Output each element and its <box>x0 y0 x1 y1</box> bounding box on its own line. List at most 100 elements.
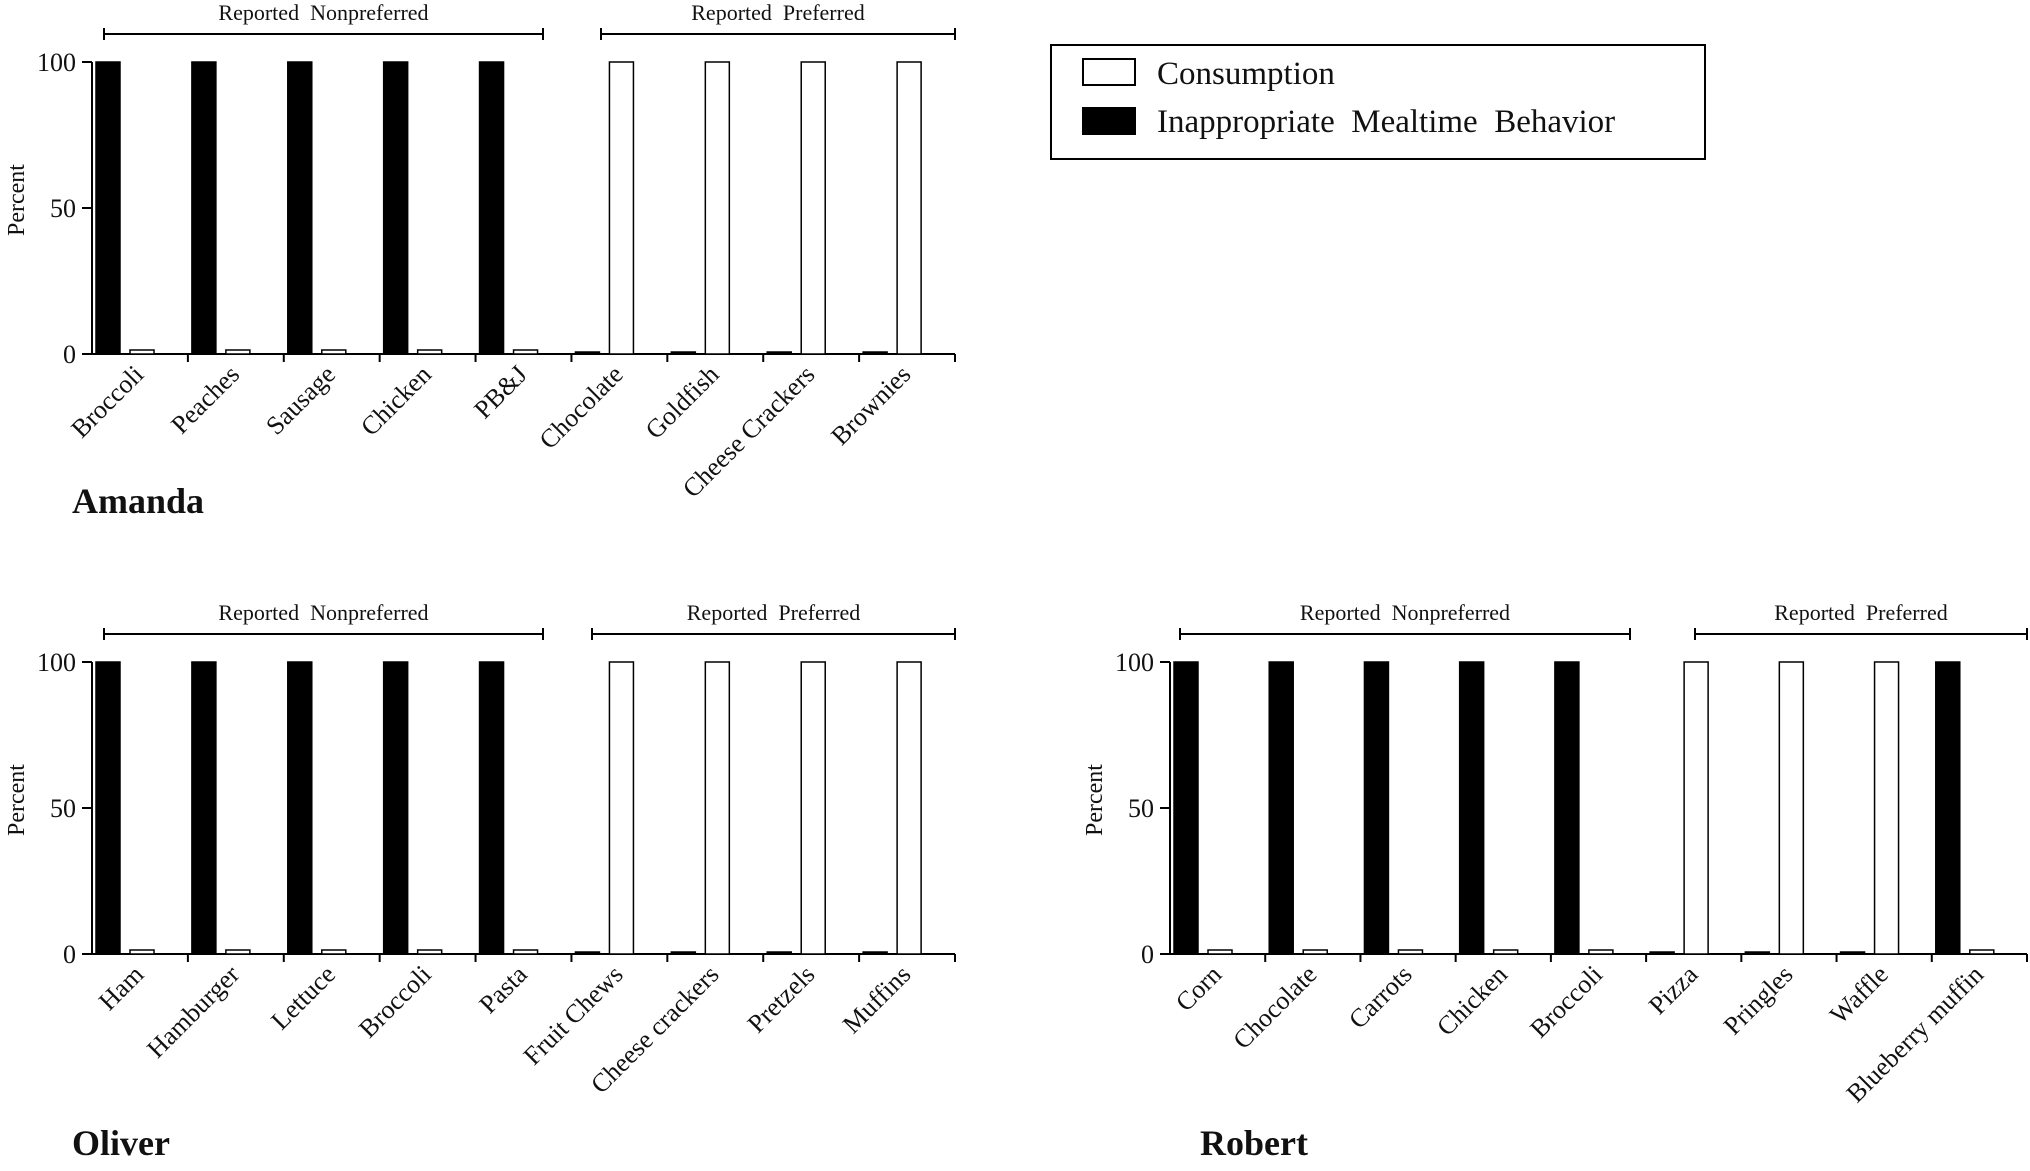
bar-consumption-pasta <box>512 949 539 955</box>
bar-imb-broccoli <box>95 61 121 355</box>
group-label: Reported Nonpreferred <box>218 0 428 25</box>
category-label: Hamburger <box>141 960 245 1064</box>
bar-consumption-chicken <box>416 349 443 355</box>
bar-imb-corn <box>1173 661 1199 955</box>
category-label: PB&J <box>468 360 532 424</box>
bar-imb-pretzels <box>766 951 792 955</box>
bar-imb-carrots <box>1363 661 1390 955</box>
bar-consumption-pb-j <box>512 349 539 355</box>
bar-imb-fruit-chews <box>574 951 601 955</box>
bar-imb-hamburger <box>191 661 217 955</box>
y-axis-label: Percent <box>1082 764 1108 836</box>
bar-imb-peaches <box>191 61 217 355</box>
y-tick-label: 100 <box>37 48 76 77</box>
legend-label-imb: Inappropriate Mealtime Behavior <box>1157 104 1615 140</box>
category-label: Goldfish <box>640 360 725 445</box>
bar-consumption-waffle <box>1873 661 1900 955</box>
y-axis-label: Percent <box>4 164 30 236</box>
y-tick-label: 100 <box>37 648 76 677</box>
bar-consumption-pringles <box>1778 661 1805 955</box>
bar-consumption-corn <box>1207 949 1233 955</box>
category-label: Sausage <box>260 360 341 441</box>
category-label: Pizza <box>1643 959 1704 1020</box>
bar-imb-blueberry-muffin <box>1935 661 1961 955</box>
bar-consumption-chicken <box>1492 949 1519 955</box>
category-label: Waffle <box>1824 960 1894 1030</box>
y-axis-label: Percent <box>4 764 30 836</box>
panel-name: Robert <box>1200 1123 1308 1163</box>
bar-imb-broccoli <box>382 661 409 955</box>
bar-imb-chocolate <box>574 351 601 355</box>
bar-imb-muffins <box>862 951 888 955</box>
bar-imb-ham <box>95 661 121 955</box>
chart-robert: 0 50 100 Percent Corn Chocolate Carrots Chicken… <box>1082 600 2028 1163</box>
bar-consumption-cheese-crackers <box>800 61 826 355</box>
category-label: Carrots <box>1343 960 1418 1035</box>
group-label: Reported Nonpreferred <box>218 600 428 625</box>
y-tick-label: 0 <box>63 940 76 969</box>
bar-consumption-broccoli <box>1588 949 1614 955</box>
bar-imb-sausage <box>287 61 313 355</box>
bar-consumption-muffins <box>896 661 922 955</box>
chart-amanda: 0 50 100 Percent Broccoli Peaches Sausage Chick… <box>4 0 956 521</box>
legend-swatch-imb <box>1082 107 1136 135</box>
group-label: Reported Preferred <box>691 0 864 25</box>
category-label: Pringles <box>1718 960 1799 1041</box>
bar-consumption-goldfish <box>704 61 731 355</box>
panel-name: Amanda <box>72 481 204 521</box>
category-label: Chocolate <box>1227 960 1322 1055</box>
bar-consumption-broccoli <box>129 349 155 355</box>
bar-consumption-brownies <box>896 61 922 355</box>
category-label: Ham <box>93 960 149 1016</box>
y-tick-label: 100 <box>1115 648 1154 677</box>
bar-consumption-sausage <box>321 349 347 355</box>
y-tick-label: 50 <box>1128 794 1154 823</box>
y-tick-label: 0 <box>1141 940 1154 969</box>
bar-consumption-fruit-chews <box>608 661 635 955</box>
bar-consumption-chocolate <box>1302 949 1328 955</box>
category-label: Brownies <box>825 360 916 451</box>
y-tick-label: 50 <box>50 194 76 223</box>
bar-imb-lettuce <box>287 661 313 955</box>
legend: Consumption Inappropriate Mealtime Behav… <box>1050 44 1706 160</box>
bar-consumption-hamburger <box>225 949 251 955</box>
bar-imb-pasta <box>478 661 505 955</box>
bar-imb-chicken <box>382 61 409 355</box>
bar-consumption-peaches <box>225 349 251 355</box>
bar-imb-broccoli <box>1554 661 1580 955</box>
group-label: Reported Preferred <box>687 600 860 625</box>
category-label: Pretzels <box>742 960 821 1039</box>
bar-imb-brownies <box>862 351 888 355</box>
category-label: Muffins <box>837 960 916 1039</box>
bar-consumption-lettuce <box>321 949 347 955</box>
legend-label-consumption: Consumption <box>1157 56 1335 92</box>
bar-consumption-ham <box>129 949 155 955</box>
category-label: Lettuce <box>265 960 341 1036</box>
bar-imb-goldfish <box>670 351 697 355</box>
bar-consumption-carrots <box>1397 949 1424 955</box>
legend-frame <box>1050 44 1706 160</box>
bar-imb-pringles <box>1744 951 1771 955</box>
bar-consumption-broccoli <box>416 949 443 955</box>
category-label: Peaches <box>165 360 245 440</box>
bar-consumption-pretzels <box>800 661 826 955</box>
bar-consumption-pizza <box>1683 661 1709 955</box>
bar-imb-pb-j <box>478 61 505 355</box>
bar-imb-pizza <box>1649 951 1675 955</box>
bar-imb-chicken <box>1458 661 1485 955</box>
bar-imb-cheese-crackers <box>670 951 697 955</box>
group-label: Reported Nonpreferred <box>1300 600 1510 625</box>
category-label: Corn <box>1170 960 1227 1017</box>
y-tick-label: 50 <box>50 794 76 823</box>
y-tick-label: 0 <box>63 340 76 369</box>
bar-imb-waffle <box>1839 951 1866 955</box>
panel-name: Oliver <box>72 1123 170 1163</box>
category-label: Chicken <box>1431 960 1513 1042</box>
legend-swatch-consumption <box>1082 58 1136 86</box>
category-label: Chocolate <box>534 360 629 455</box>
category-label: Broccoli <box>65 360 149 444</box>
group-label: Reported Preferred <box>1774 600 1947 625</box>
category-label: Pasta <box>473 959 533 1019</box>
category-label: Chicken <box>355 360 437 442</box>
